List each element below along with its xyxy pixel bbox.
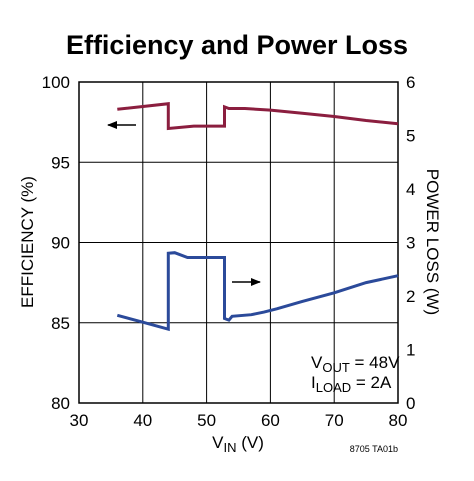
y2-tick-label: 6 (406, 73, 415, 92)
iload-sub: LOAD (316, 380, 351, 395)
x-axis-label-sub: IN (223, 440, 236, 455)
y-tick-label: 80 (51, 394, 70, 413)
y-tick-labels: 80 85 90 95 100 (42, 73, 70, 413)
annotation-vout: VOUT = 48V (311, 353, 400, 375)
vout-sub: OUT (322, 360, 350, 375)
y-axis-label: EFFICIENCY (%) (18, 176, 37, 308)
annotation-iload: ILOAD = 2A (311, 373, 392, 395)
efficiency-line (117, 102, 399, 131)
x-tick-label: 70 (325, 411, 344, 430)
y2-tick-labels: 0 1 2 3 4 5 6 (406, 73, 415, 413)
x-tick-label: 40 (133, 411, 152, 430)
x-axis-label-main: V (212, 433, 224, 452)
y-tick-label: 90 (51, 234, 70, 253)
x-tick-label: 80 (389, 411, 408, 430)
vout-main: V (311, 353, 323, 372)
y2-tick-label: 5 (406, 127, 415, 146)
y2-tick-label: 1 (406, 341, 415, 360)
series-lines (116, 102, 399, 332)
iload-value: = 2A (351, 373, 392, 392)
x-tick-label: 30 (70, 411, 89, 430)
figure-code: 8705 TA01b (350, 444, 398, 454)
y2-tick-label: 4 (406, 180, 415, 199)
x-tick-labels: 30 40 50 60 70 80 (70, 411, 408, 430)
iload-main: I (311, 373, 316, 392)
x-tick-label: 60 (261, 411, 280, 430)
y-tick-label: 85 (51, 314, 70, 333)
chart-title: Efficiency and Power Loss (66, 30, 408, 60)
x-axis-label-unit: (V) (236, 433, 263, 452)
grid (79, 82, 398, 403)
y-tick-label: 100 (42, 73, 70, 92)
power-loss-line (116, 251, 399, 332)
plot-frame (78, 81, 399, 404)
x-axis-label: VIN (V) (212, 433, 264, 455)
y2-axis-label: POWER LOSS (W) (423, 169, 442, 315)
x-tick-label: 50 (197, 411, 216, 430)
y2-tick-label: 0 (406, 394, 415, 413)
y2-tick-label: 2 (406, 287, 415, 306)
y-tick-label: 95 (51, 153, 70, 172)
vout-value: = 48V (350, 353, 400, 372)
y2-tick-label: 3 (406, 234, 415, 253)
